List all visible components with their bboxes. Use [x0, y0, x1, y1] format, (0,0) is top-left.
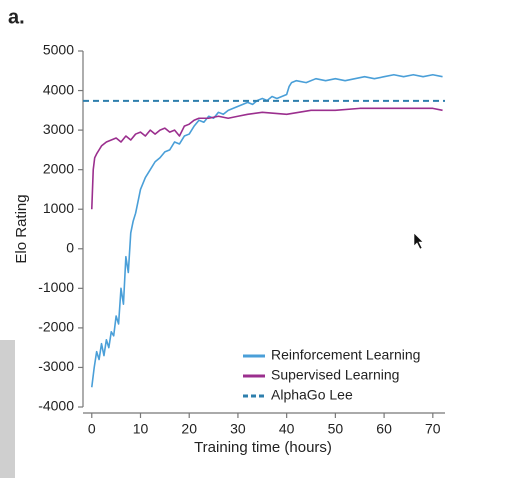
panel-label: a.	[8, 6, 25, 28]
y-tick-label: 3000	[43, 121, 74, 137]
y-tick-label: 1000	[43, 200, 74, 216]
legend-label: Supervised Learning	[271, 367, 399, 383]
legend-label: Reinforcement Learning	[271, 347, 420, 363]
side-bar	[0, 340, 15, 478]
y-tick-label: -4000	[38, 398, 74, 414]
y-tick-label: -3000	[38, 358, 74, 374]
y-tick-label: -2000	[38, 319, 74, 335]
y-axis-label: Elo Rating	[13, 194, 30, 263]
y-tick-label: 4000	[43, 81, 74, 97]
x-tick-label: 10	[133, 421, 149, 437]
x-tick-label: 30	[230, 421, 246, 437]
mouse-cursor	[413, 232, 424, 250]
x-tick-label: 70	[425, 421, 441, 437]
y-tick-label: 5000	[43, 42, 74, 58]
series-line	[90, 73, 443, 388]
legend-label: AlphaGo Lee	[271, 387, 353, 403]
x-tick-label: 0	[88, 421, 96, 437]
y-tick-label: 2000	[43, 160, 74, 176]
y-tick-label: 0	[66, 239, 74, 255]
x-tick-label: 60	[376, 421, 392, 437]
x-axis-label: Training time (hours)	[194, 439, 332, 456]
series-line	[90, 107, 443, 210]
x-tick-label: 40	[279, 421, 295, 437]
y-tick-label: -1000	[38, 279, 74, 295]
x-tick-label: 20	[181, 421, 197, 437]
x-tick-label: 50	[328, 421, 344, 437]
